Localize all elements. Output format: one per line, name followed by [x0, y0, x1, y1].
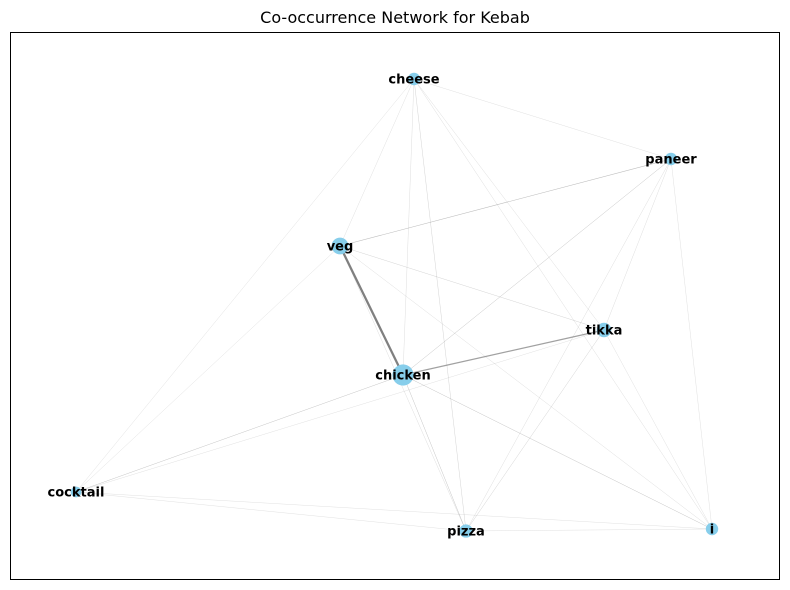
nodes-layer [70, 72, 719, 538]
node-label-cocktail: cocktail [48, 486, 105, 501]
edge-veg-tikka [339, 245, 605, 331]
edge-veg-cheese [339, 78, 415, 247]
node-label-chicken: chicken [375, 369, 431, 384]
edge-pizza-i [465, 528, 713, 532]
node-label-pizza: pizza [447, 525, 485, 540]
edge-pizza-cocktail [75, 491, 467, 532]
edge-cheese-cocktail [75, 78, 415, 493]
edge-tikka-i [603, 329, 713, 530]
edge-chicken-cheese [402, 78, 415, 376]
edge-chicken-pizza [402, 374, 467, 532]
edge-tikka-pizza [465, 329, 605, 532]
node-label-i: i [710, 523, 714, 538]
edge-paneer-tikka [603, 158, 672, 331]
node-label-tikka: tikka [586, 324, 623, 339]
edge-cheese-pizza [413, 78, 467, 532]
edge-chicken-tikka [402, 329, 605, 376]
node-veg [331, 237, 349, 255]
edge-cocktail-i [75, 491, 713, 530]
labels-layer: cheese paneer veg tikka chicken cocktail pizza… [48, 73, 715, 540]
edge-veg-i [339, 245, 713, 530]
node-chicken [392, 364, 414, 386]
plot-frame [10, 32, 780, 580]
edge-cheese-i [413, 78, 713, 530]
edge-veg-cocktail [75, 245, 341, 493]
node-label-cheese: cheese [388, 73, 439, 88]
edge-veg-paneer [339, 158, 672, 247]
node-label-paneer: paneer [645, 153, 697, 168]
node-cheese [407, 72, 421, 86]
node-label-veg: veg [327, 240, 354, 255]
edge-cheese-paneer [413, 78, 672, 160]
edge-paneer-i [670, 158, 713, 530]
edge-cheese-tikka [413, 78, 605, 331]
node-paneer [664, 152, 678, 166]
node-i [705, 522, 719, 536]
edge-veg-chicken [338, 245, 405, 376]
edge-tikka-cocktail [75, 329, 605, 493]
node-pizza [459, 524, 473, 538]
node-cocktail [70, 486, 82, 498]
edge-chicken-cocktail [75, 374, 404, 493]
edge-veg-pizza [339, 245, 467, 532]
node-tikka [596, 322, 612, 338]
edge-chicken-paneer [402, 158, 672, 376]
edges-layer [75, 78, 713, 532]
chart-title: Co-occurrence Network for Kebab [260, 8, 530, 27]
edge-paneer-pizza [465, 158, 672, 532]
edge-chicken-i [402, 374, 713, 530]
